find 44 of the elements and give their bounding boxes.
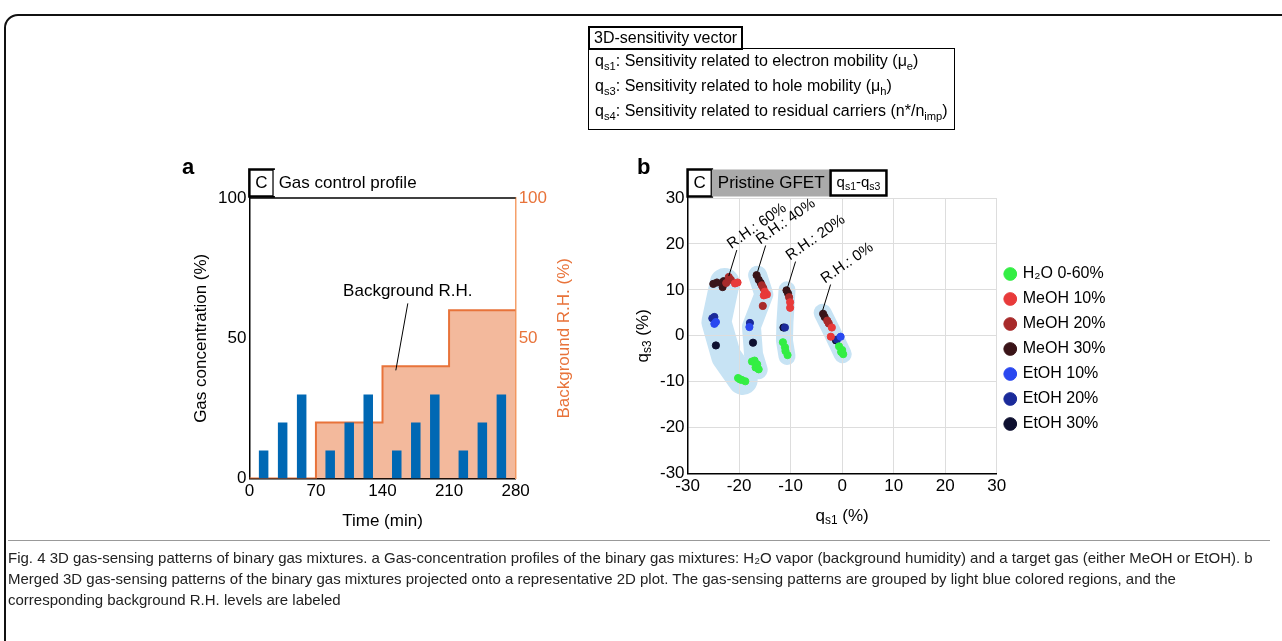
y-tick-label: 30 — [665, 187, 685, 207]
y-tick-label: -20 — [659, 417, 685, 437]
chart-title: Pristine GFET — [717, 172, 825, 192]
chart-title: Gas control profile — [278, 172, 417, 192]
y-tick-label: 100 — [217, 187, 247, 207]
x-tick-label: 210 — [434, 481, 464, 501]
y2-tick-label: 50 — [518, 327, 538, 347]
x-tick-label: 0 — [837, 476, 847, 496]
legend-label: EtOH 20% — [1022, 389, 1099, 407]
y-tick-label: 20 — [665, 233, 685, 253]
y-tick-label: 10 — [665, 279, 685, 299]
text: C — [255, 172, 268, 192]
text: q$_{s3}$: Sensitivity related to hole mobility (μ$_{h}$) — [595, 76, 893, 100]
text: 3D-sensitivity vector — [588, 26, 744, 50]
x-axis-title: Time (min) — [342, 510, 423, 530]
y-axis-title: qs3 (%) — [632, 309, 655, 363]
caption: Fig. 4 3D gas-sensing patterns of binary gas mixtures. a Gas-concentration profiles of the binary gas mixtures: H₂O vapor (background humidity) and a target gas (either MeOH or EtOH). b Merged 3D gas-sensing patterns of the binary gas mixtures projected onto a representative 2D plot. The gas-sensing patterns are grouped by light blue colored regions, and the corresponding background R.H. levels are labeled — [8, 540, 1270, 610]
x-tick-label: 10 — [884, 476, 904, 496]
x-tick-label: 280 — [501, 481, 530, 501]
legend-label: H₂O 0-60% — [1022, 264, 1104, 282]
text: C — [693, 172, 706, 192]
y2-axis-title: Background R.H. (%) — [553, 257, 573, 419]
text: q$_{s4}$: Sensitivity related to residual carriers (n*/n$_{imp}$) — [595, 101, 948, 125]
legend-label: EtOH 30% — [1022, 414, 1099, 432]
annotation: R.H.: 0% — [817, 237, 876, 287]
text: a — [182, 154, 195, 180]
x-tick-label: -20 — [726, 476, 752, 496]
legend-label: MeOH 20% — [1022, 314, 1106, 332]
legend-label: EtOH 10% — [1022, 364, 1099, 382]
y-tick-label: 0 — [675, 325, 685, 345]
series-label: Background R.H. — [343, 281, 473, 301]
text: q$_{s1}$: Sensitivity related to electron mobility (μ$_{e}$) — [595, 51, 920, 75]
legend-label: MeOH 10% — [1022, 289, 1106, 307]
x-tick-label: 140 — [368, 481, 397, 501]
text: b — [637, 154, 651, 180]
y-tick-label: -10 — [659, 371, 685, 391]
x-tick-label: -10 — [778, 476, 803, 496]
y2-tick-label: 100 — [518, 187, 548, 207]
x-tick-label: 30 — [987, 476, 1007, 496]
x-tick-label: 70 — [306, 481, 326, 501]
legend-label: MeOH 30% — [1022, 339, 1106, 357]
y-tick-label: 50 — [227, 327, 247, 347]
x-tick-label: 20 — [935, 476, 955, 496]
y-axis-title: Gas concentration (%) — [190, 253, 210, 423]
